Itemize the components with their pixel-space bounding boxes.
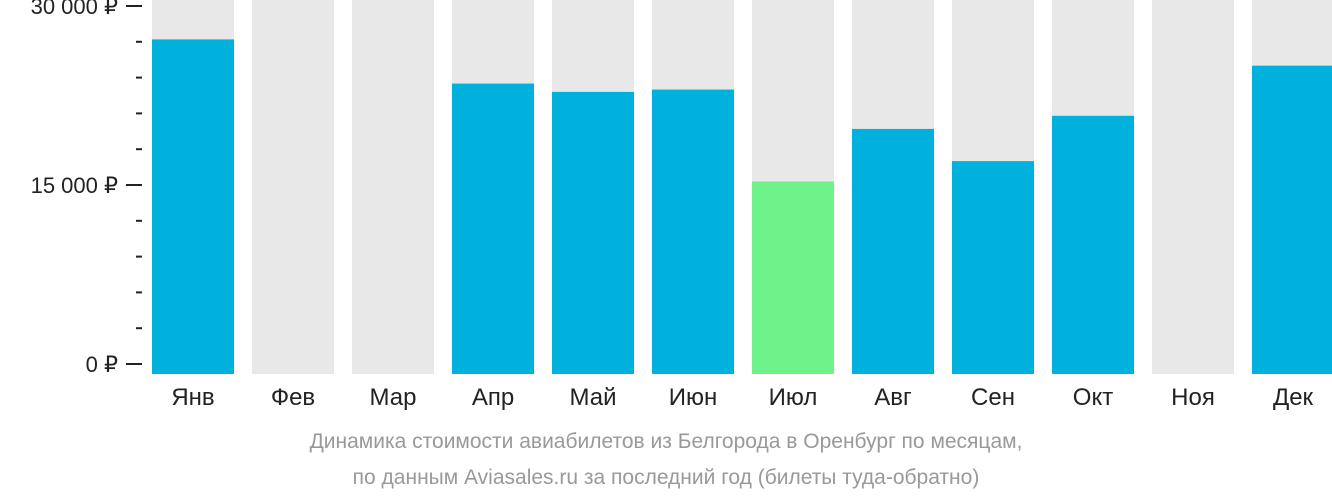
y-tick-label: 15 000 ₽	[31, 173, 118, 198]
x-tick-label: Май	[569, 384, 616, 411]
x-tick-label: Июн	[669, 384, 718, 411]
x-tick-label: Янв	[171, 384, 214, 411]
bar[interactable]	[552, 91, 634, 375]
bar[interactable]	[652, 89, 734, 375]
price-bar-chart: 0 ₽ 15 000 ₽ 30 000 ₽ Янв Фев Мар Апр Май Июн Ию…	[31, 0, 1332, 411]
bar[interactable]	[1252, 65, 1332, 375]
bar[interactable]	[452, 83, 534, 375]
bar[interactable]	[752, 181, 834, 374]
background-column	[1152, 0, 1234, 374]
x-tick-label: Апр	[472, 384, 514, 411]
x-tick-label: Дек	[1273, 384, 1314, 411]
y-tick-label: 0 ₽	[86, 352, 118, 377]
bar[interactable]	[852, 128, 934, 374]
x-tick-label: Июл	[769, 384, 818, 411]
background-column	[352, 0, 434, 374]
x-tick-label: Сен	[971, 384, 1015, 411]
x-tick-label: Мар	[370, 384, 417, 411]
y-axis: 0 ₽ 15 000 ₽ 30 000 ₽	[31, 0, 142, 377]
x-tick-label: Авг	[874, 384, 912, 411]
background-columns	[152, 0, 1332, 374]
bar[interactable]	[152, 39, 234, 375]
chart-caption-line-2: по данным Aviasales.ru за последний год …	[352, 466, 980, 489]
chart-caption-line-1: Динамика стоимости авиабилетов из Белгор…	[309, 430, 1023, 453]
x-axis: Янв Фев Мар Апр Май Июн Июл Авг Сен Окт Ноя Дек	[171, 384, 1313, 411]
x-tick-label: Ноя	[1171, 384, 1215, 411]
background-column	[252, 0, 334, 374]
x-tick-label: Окт	[1073, 384, 1113, 411]
bar[interactable]	[952, 161, 1034, 374]
y-tick-label: 30 000 ₽	[31, 0, 118, 19]
x-tick-label: Фев	[271, 384, 315, 411]
bars	[152, 39, 1332, 375]
bar[interactable]	[1052, 115, 1134, 374]
